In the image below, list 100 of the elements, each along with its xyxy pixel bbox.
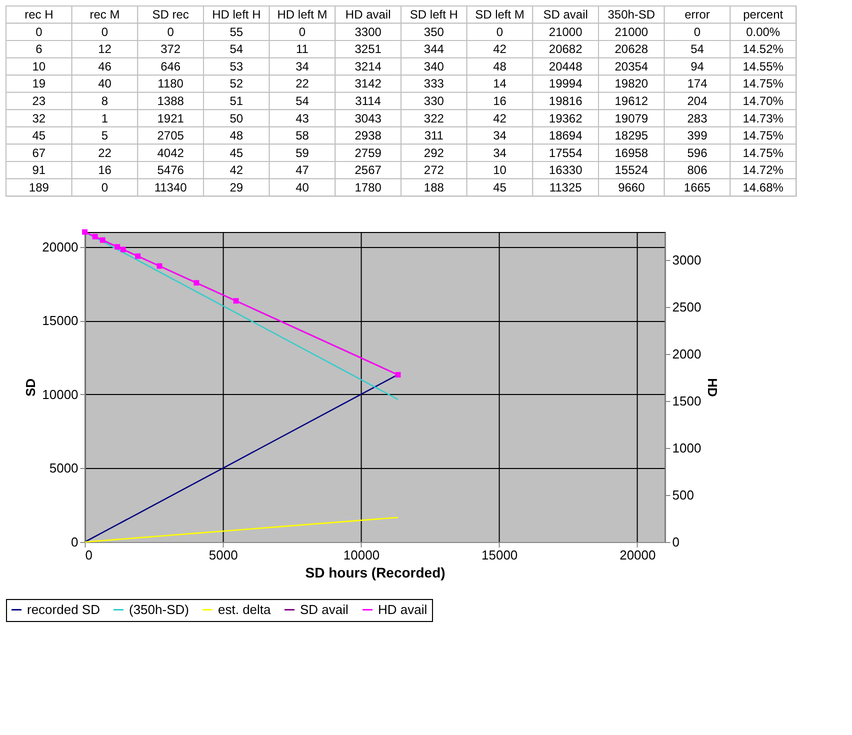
- y2-tick-label: 3000: [672, 252, 702, 268]
- text: 204: [687, 94, 708, 108]
- text: 283: [687, 111, 708, 126]
- text: 1780: [354, 180, 382, 194]
- x-tick-label: 0: [85, 548, 93, 562]
- text: 322: [424, 111, 444, 126]
- text: 40: [98, 76, 112, 91]
- point: [395, 372, 401, 378]
- text: 12: [98, 42, 112, 56]
- text: 20682: [548, 42, 583, 56]
- text: 14.75%: [742, 76, 784, 91]
- text: 3114: [355, 94, 382, 108]
- text: 646: [160, 59, 181, 74]
- text: 1388: [157, 94, 184, 108]
- point: [82, 229, 88, 235]
- text: 1665: [684, 180, 711, 194]
- text: 0: [694, 24, 701, 39]
- y2-tick-label: 0: [672, 534, 680, 550]
- point: [92, 234, 98, 240]
- text: 34: [493, 128, 507, 143]
- text: 42: [493, 42, 507, 56]
- category-label: 350h-SD: [608, 8, 656, 22]
- text: 5476: [157, 163, 184, 178]
- text: 42: [230, 163, 244, 178]
- point: [233, 298, 239, 304]
- text: 14.52%: [742, 42, 784, 56]
- text: 2938: [354, 128, 382, 143]
- text: 19362: [548, 111, 583, 126]
- y2-tick-label: 500: [672, 488, 694, 503]
- text: 19820: [614, 76, 648, 91]
- text: 45: [493, 180, 507, 194]
- text: 188: [424, 180, 444, 194]
- text: 14.72%: [742, 163, 784, 178]
- text: 311: [424, 128, 444, 143]
- text: 0: [101, 24, 108, 39]
- text: 399: [687, 128, 708, 143]
- legend-label: est. delta: [218, 602, 272, 617]
- text: 34: [296, 59, 310, 74]
- text: 11: [296, 42, 309, 56]
- text: 6: [36, 42, 43, 56]
- y-tick-label: 20000: [42, 239, 78, 254]
- text: 20628: [614, 42, 648, 56]
- text: 91: [32, 163, 46, 178]
- category-label: HD avail: [345, 8, 391, 22]
- text: 292: [424, 146, 444, 160]
- text: 53: [230, 59, 244, 74]
- text: 14.75%: [742, 146, 784, 160]
- text: 34: [493, 146, 507, 160]
- text: 806: [687, 163, 708, 178]
- legend-label: SD avail: [300, 602, 349, 617]
- text: 0.00%: [746, 24, 780, 39]
- text: 19816: [548, 94, 583, 108]
- text: 0: [298, 24, 306, 39]
- text: 189: [28, 180, 50, 194]
- text: 50: [230, 111, 244, 126]
- x-tick-label: 20000: [620, 548, 656, 562]
- category-label: SD left M: [475, 8, 524, 22]
- text: 4042: [157, 146, 184, 160]
- text: 48: [493, 59, 507, 74]
- text: 3214: [354, 59, 382, 74]
- text: 14.68%: [742, 180, 784, 194]
- text: 22: [296, 76, 310, 91]
- text: 372: [160, 42, 181, 56]
- text: 51: [230, 94, 244, 108]
- text: 42: [493, 111, 507, 126]
- text: 19612: [614, 94, 648, 108]
- category-label: SD rec: [152, 8, 189, 22]
- text: 45: [230, 146, 244, 160]
- text: 333: [424, 76, 444, 91]
- text: 2567: [354, 163, 382, 178]
- text: 3043: [354, 111, 382, 126]
- text: 174: [687, 76, 708, 91]
- text: 10: [32, 59, 46, 74]
- text: 43: [296, 111, 310, 126]
- text: 1921: [157, 111, 184, 126]
- text: 272: [424, 163, 444, 178]
- text: 0: [101, 180, 108, 194]
- legend-label: (350h-SD): [129, 602, 189, 617]
- category-label: error: [684, 8, 710, 22]
- category-label: HD left H: [212, 8, 261, 22]
- text: 47: [296, 163, 310, 178]
- text: 19994: [548, 76, 583, 91]
- category-label: SD left H: [410, 8, 458, 22]
- text: 1: [101, 111, 108, 126]
- text: 52: [230, 76, 244, 91]
- x-tick-label: 10000: [343, 548, 380, 562]
- text: 9660: [618, 180, 646, 194]
- y-tick-label: 5000: [49, 460, 78, 476]
- text: 45: [32, 128, 46, 143]
- text: 55: [230, 24, 244, 39]
- text: 14.73%: [742, 111, 784, 126]
- text: 14.75%: [742, 128, 784, 143]
- text: 330: [424, 94, 444, 108]
- text: 32: [32, 111, 46, 126]
- text: 54: [296, 94, 310, 108]
- text: 19079: [614, 111, 648, 126]
- text: 3251: [354, 42, 382, 56]
- text: 3142: [354, 76, 382, 91]
- text: 48: [230, 128, 244, 143]
- text: 340: [424, 59, 444, 74]
